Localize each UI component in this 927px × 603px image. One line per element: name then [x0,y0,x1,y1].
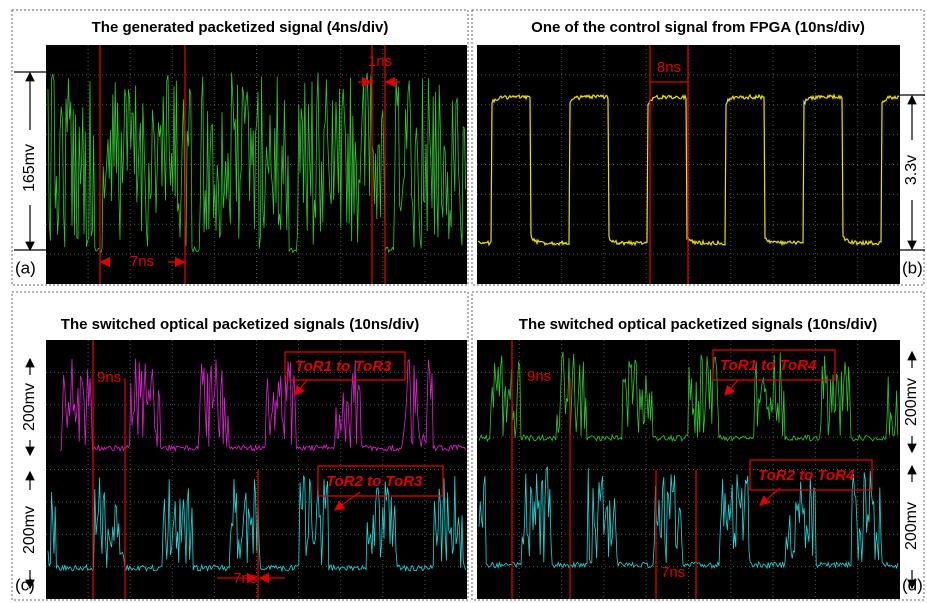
panel-title: One of the control signal from FPGA (10n… [531,19,865,36]
figure: The generated packetized signal (4ns/div… [0,0,927,603]
signal-label: ToR1 to ToR4 [720,357,817,374]
panel-title: The generated packetized signal (4ns/div… [92,19,389,36]
time-label: 7ns [661,564,685,581]
scale-label: 200mv [21,506,38,554]
panel-label: (d) [902,575,923,594]
panel-label: (a) [15,258,36,277]
time-label: 1ns [368,53,392,70]
time-label: 7ns [233,570,257,587]
panel-title: The switched optical packetized signals … [519,316,877,333]
time-label: 7ns [130,253,154,270]
time-label: 8ns [657,59,681,76]
panel-label: (c) [15,575,35,594]
panel-label: (b) [902,258,923,277]
panel-title: The switched optical packetized signals … [61,316,419,333]
scale-label: 200mv [903,502,920,550]
scale-label: 200mv [21,383,38,431]
scale-label: 3.3v [903,155,920,185]
scale-label: 165mv [21,144,38,192]
time-label: 9ns [527,368,551,385]
signal-label: ToR1 to ToR3 [295,358,392,375]
signal-label: ToR2 to ToR4 [758,467,855,484]
scale-label: 200mv [903,378,920,426]
time-label: 9ns [97,369,121,386]
signal-label: ToR2 to ToR3 [326,473,423,490]
